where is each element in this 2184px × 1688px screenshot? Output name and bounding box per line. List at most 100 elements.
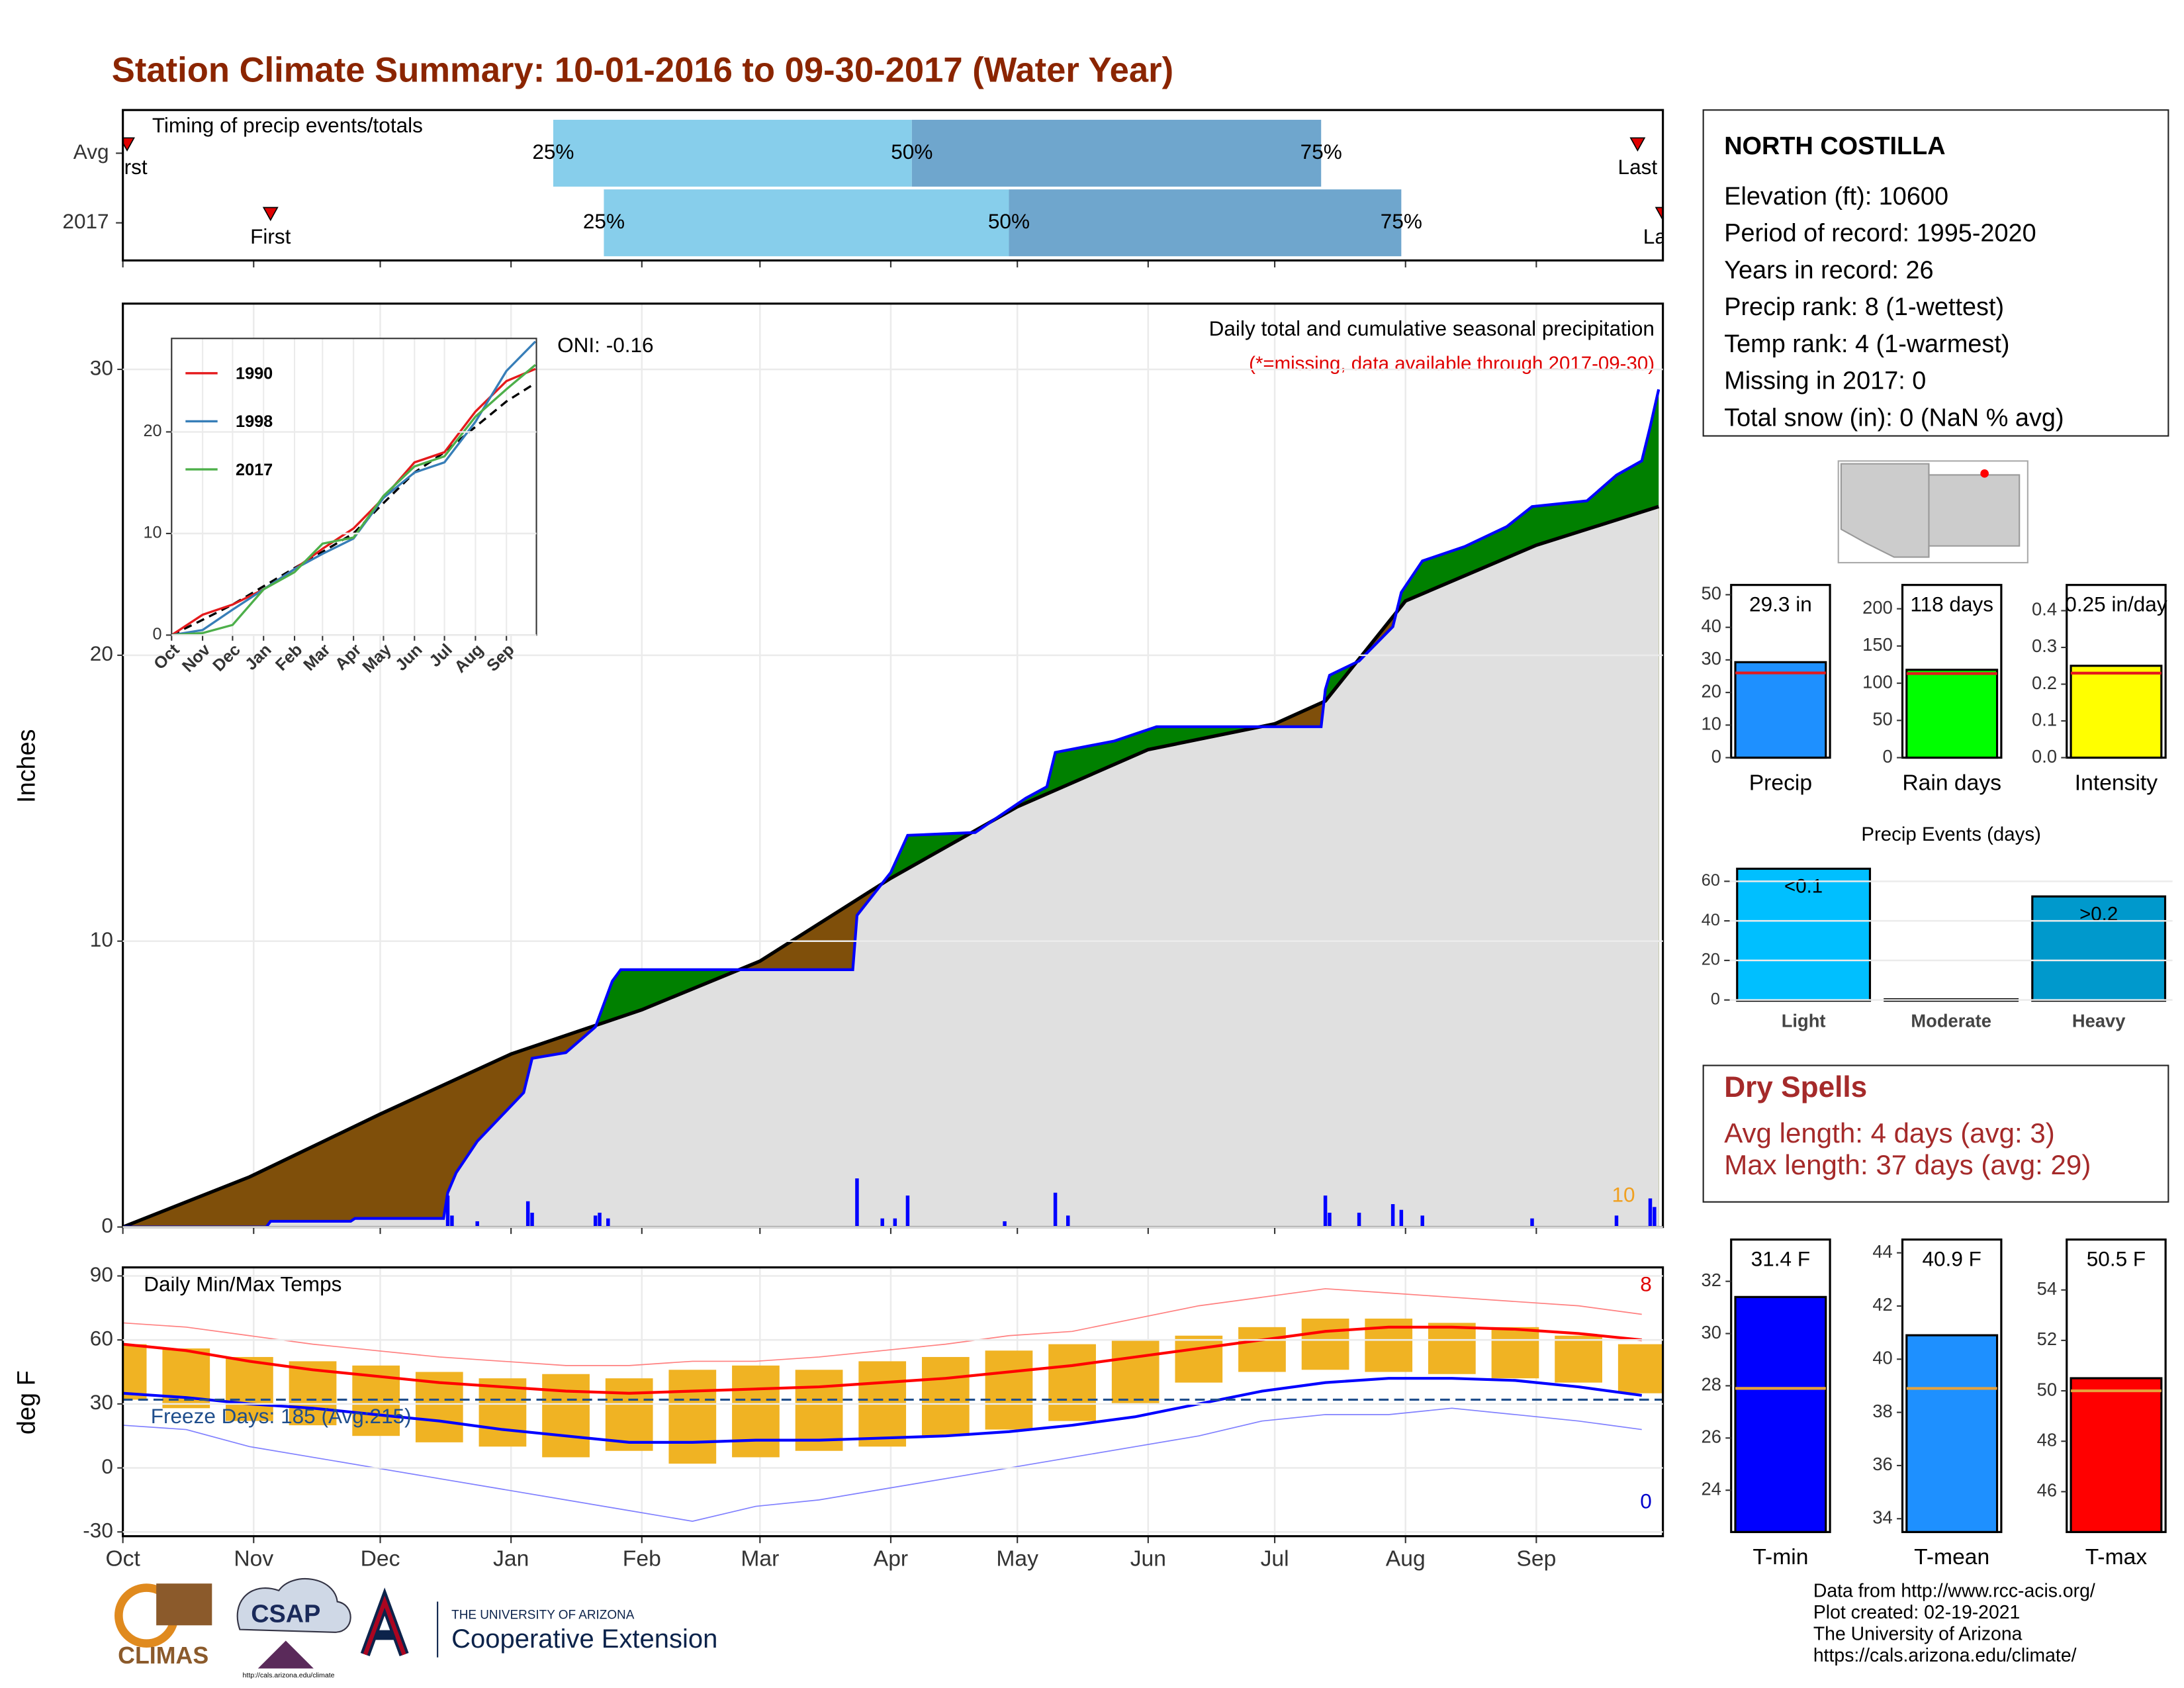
daily-precip-bar <box>1399 1209 1404 1227</box>
daily-precip-bar <box>1614 1215 1619 1227</box>
legend-label: 2017 <box>236 461 273 479</box>
daily-precip-bar <box>450 1215 454 1227</box>
csap-cloud <box>236 1577 351 1633</box>
y-tick-label: 20 <box>1702 951 1720 969</box>
map-states <box>1840 463 2021 558</box>
y-tick-label: 100 <box>1862 671 1893 692</box>
temperature-range-bar <box>1491 1327 1539 1379</box>
y-tick-label: 50 <box>1872 709 1892 729</box>
y-tick-label: Avg <box>73 140 109 164</box>
station-line: Temp rank: 4 (1-warmest) <box>1724 330 2009 358</box>
count-annotation: 10 <box>1612 1183 1635 1207</box>
category-label: T-mean <box>1914 1545 1989 1570</box>
daily-precip-bar <box>1003 1221 1007 1227</box>
quartile-bar <box>1009 189 1402 257</box>
extension-label: Cooperative Extension <box>451 1624 717 1654</box>
plot-border <box>122 1266 1664 1538</box>
bar <box>1905 669 1999 759</box>
y-tick-label: 2017 <box>62 209 109 233</box>
temperature-range-bar <box>1301 1318 1349 1370</box>
event-label: Last <box>1618 155 1658 179</box>
y-tick-label: 40 <box>1872 1347 1892 1368</box>
y-tick-label: 0 <box>1711 990 1720 1008</box>
daily-precip-bar <box>905 1196 910 1227</box>
daily-precip-bar <box>530 1212 534 1227</box>
y-axis-title: Inches <box>13 729 41 803</box>
temperature-range-bar <box>542 1374 590 1458</box>
y-axis-title: deg F <box>13 1370 41 1434</box>
summary-bar-panel: 31.4 F T-min <box>1730 1238 1831 1570</box>
summary-bar-panel: 29.3 in Precip <box>1730 584 1831 795</box>
daily-precip-bar <box>606 1218 610 1227</box>
temperature-range-bar <box>1428 1323 1476 1374</box>
y-tick-label: 48 <box>2037 1429 2057 1450</box>
inset-lines <box>171 340 537 635</box>
y-tick-label: 150 <box>1862 634 1893 655</box>
temperature-range-bar <box>478 1378 527 1447</box>
y-tick-label: 50 <box>2037 1379 2057 1399</box>
station-box <box>1702 109 2169 437</box>
summary-bar-panel: 50.5 F T-max <box>2066 1238 2167 1570</box>
y-tick-label: 60 <box>90 1327 113 1350</box>
freeze-label: Freeze Days: 185 (Avg:215) <box>151 1404 412 1428</box>
footer-line: https://cals.arizona.edu/climate/ <box>1813 1645 2077 1666</box>
temperature-range-bar <box>795 1370 843 1451</box>
record-line <box>122 1288 1642 1366</box>
y-tick-label: 0.1 <box>2032 709 2057 729</box>
y-tick-label: 52 <box>2037 1329 2057 1349</box>
footer: Data from http://www.rcc-acis.org/Plot c… <box>1813 1580 2095 1666</box>
temperature-range-bar <box>1555 1335 1602 1383</box>
y-tick-label: 40 <box>1702 616 1721 636</box>
bar <box>1736 867 1872 1002</box>
bar <box>1734 1295 1827 1533</box>
y-tick-label: 0.4 <box>2032 599 2057 620</box>
station-line: Elevation (ft): 10600 <box>1724 183 1948 211</box>
daily-precip-bar <box>893 1218 897 1227</box>
temperature-range-bar <box>1617 1344 1663 1393</box>
ua-logo <box>360 1587 409 1657</box>
year-line <box>171 363 537 635</box>
page-title: Station Climate Summary: 10-01-2016 to 0… <box>112 50 1173 89</box>
y-tick-label: 0 <box>153 625 162 643</box>
y-tick-label: 38 <box>1872 1401 1892 1421</box>
threshold-label: <0.1 <box>1784 876 1823 898</box>
y-tick-label: 28 <box>1702 1374 1721 1395</box>
average-line <box>122 504 1660 1227</box>
station-name: NORTH COSTILLA <box>1724 132 1945 160</box>
temperature-range-bar <box>732 1365 780 1458</box>
daily-precip-bar <box>598 1212 602 1227</box>
temperature-range-bar <box>1111 1340 1160 1404</box>
x-tick-label: Aug <box>1386 1546 1426 1571</box>
y-tick-label: 26 <box>1702 1427 1721 1447</box>
y-tick-label: 0 <box>101 1213 113 1237</box>
temperature-range-bar <box>1048 1344 1096 1421</box>
daily-precip-bar <box>1328 1212 1332 1227</box>
temperature-chart: Oct Nov Dec Jan Feb Mar Apr May Jun Jul Aug Sep Free… <box>105 1266 1664 1571</box>
quartile-label: 25% <box>532 140 574 164</box>
daily-precip-bar <box>1530 1218 1534 1227</box>
daily-precip-bar <box>1390 1204 1395 1227</box>
y-tick-label: 30 <box>90 1390 113 1414</box>
daily-precip-bar <box>880 1218 884 1227</box>
temperature-range-bar <box>921 1356 970 1436</box>
footer-line: Data from http://www.rcc-acis.org/ <box>1813 1580 2095 1601</box>
temperature-range-bar <box>1175 1335 1223 1383</box>
category-label: Rain days <box>1902 771 2001 795</box>
year-line <box>171 367 536 635</box>
x-tick-label: Jul <box>1261 1546 1289 1571</box>
record-high-count: 8 <box>1640 1272 1652 1295</box>
bar <box>1905 1334 1999 1533</box>
y-tick-label: 0.0 <box>2032 746 2057 767</box>
category-label: Light <box>1782 1011 1826 1031</box>
csap-mountain <box>257 1640 314 1669</box>
x-tick-label: Jan <box>493 1546 529 1571</box>
temperature-range-bar <box>1238 1327 1286 1372</box>
x-tick-label: Dec <box>361 1546 400 1571</box>
y-tick-label: 44 <box>1872 1241 1892 1262</box>
station-lines: Elevation (ft): 10600 Period of record: 1… <box>1724 183 2064 432</box>
station-line: Period of record: 1995-2020 <box>1724 220 2036 248</box>
station-line: Total snow (in): 0 (NaN % avg) <box>1724 404 2064 432</box>
